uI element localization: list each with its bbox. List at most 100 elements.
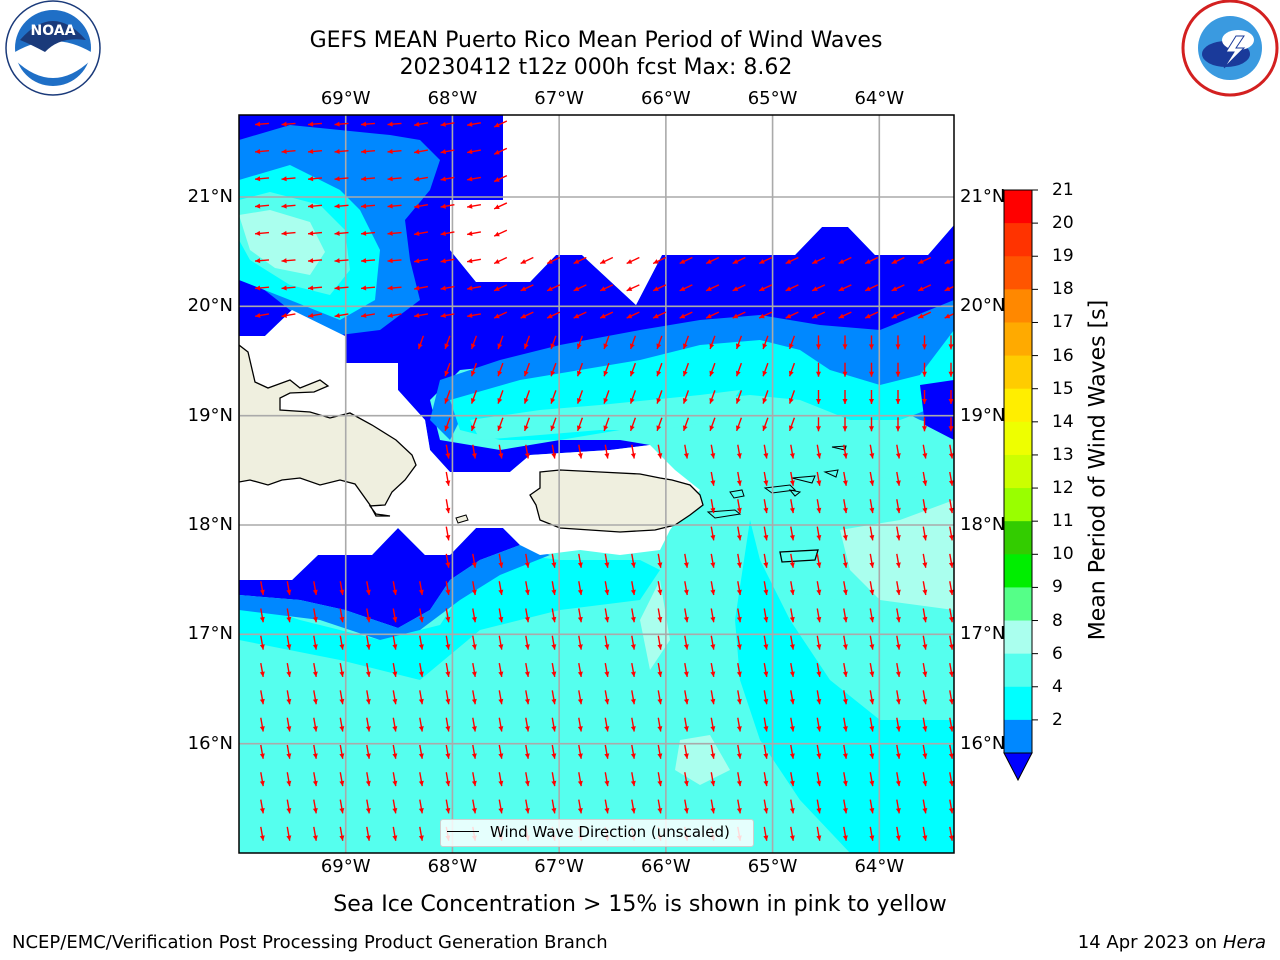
wave-arrow bbox=[576, 335, 584, 350]
wave-arrow bbox=[334, 176, 349, 182]
wave-arrow bbox=[948, 635, 954, 650]
wave-arrow bbox=[788, 417, 796, 432]
wave-arrow bbox=[307, 258, 323, 264]
wave-arrow bbox=[948, 390, 954, 404]
wave-arrow bbox=[312, 690, 318, 705]
wave-arrow bbox=[281, 230, 296, 236]
wave-arrow bbox=[869, 662, 875, 678]
wave-arrow bbox=[387, 176, 402, 182]
lat-label: 19°N bbox=[960, 404, 1006, 426]
wave-arrow bbox=[307, 148, 323, 154]
wave-arrow bbox=[891, 256, 905, 265]
colorbar-tick-label: 10 bbox=[1052, 544, 1074, 565]
wave-arrow bbox=[577, 717, 583, 732]
wave-arrow bbox=[735, 335, 743, 350]
wave-arrow bbox=[842, 662, 848, 678]
wave-arrow bbox=[869, 799, 875, 814]
wave-arrow bbox=[816, 662, 822, 678]
wave-arrow bbox=[365, 772, 371, 787]
wave-arrow bbox=[286, 744, 292, 759]
wave-arrow bbox=[683, 444, 689, 459]
wave-arrow bbox=[789, 690, 795, 705]
wave-arrow bbox=[604, 635, 610, 650]
wave-arrow bbox=[895, 471, 901, 486]
wave-arrow bbox=[679, 311, 693, 319]
wave-arrow bbox=[895, 799, 901, 814]
wave-arrow bbox=[497, 362, 504, 377]
wave-arrow bbox=[576, 362, 584, 377]
wave-arrow bbox=[603, 390, 610, 404]
wave-arrow bbox=[630, 799, 636, 814]
wave-arrow bbox=[788, 390, 796, 404]
wave-arrow bbox=[736, 444, 742, 459]
colorbar-tick-label: 15 bbox=[1052, 378, 1074, 399]
wave-arrow bbox=[493, 175, 508, 183]
wave-arrow bbox=[524, 744, 530, 759]
wave-arrow bbox=[523, 362, 531, 377]
wave-arrow bbox=[922, 826, 928, 841]
wave-arrow bbox=[471, 744, 477, 759]
wave-arrow bbox=[444, 390, 451, 404]
nws-logo bbox=[1181, 0, 1279, 97]
wave-arrow bbox=[869, 717, 875, 732]
wave-arrow bbox=[735, 390, 743, 404]
wave-arrow bbox=[630, 690, 636, 705]
wave-arrow bbox=[732, 256, 746, 265]
wave-arrow bbox=[763, 772, 769, 787]
wave-arrow bbox=[604, 772, 610, 787]
wave-arrow bbox=[471, 553, 477, 568]
wave-arrow bbox=[816, 471, 822, 486]
lat-label: 20°N bbox=[960, 295, 1006, 317]
colorbar-segment bbox=[1004, 686, 1032, 721]
wave-arrow bbox=[652, 311, 667, 319]
colorbar-segment bbox=[1004, 355, 1032, 390]
wave-arrow bbox=[763, 608, 769, 623]
wave-arrow bbox=[471, 581, 477, 596]
wave-arrow bbox=[498, 608, 504, 623]
wave-arrow bbox=[917, 311, 932, 319]
wave-arrow bbox=[657, 799, 663, 814]
wave-arrow bbox=[550, 390, 557, 404]
wave-arrow bbox=[842, 744, 848, 759]
wave-arrow bbox=[656, 362, 663, 377]
wave-arrow bbox=[789, 662, 795, 678]
lat-label: 21°N bbox=[187, 186, 233, 207]
wave-arrow bbox=[365, 744, 371, 759]
footer-host: Hera bbox=[1222, 932, 1266, 953]
wave-arrow bbox=[551, 581, 557, 596]
colorbar-segment bbox=[1004, 554, 1032, 588]
wave-arrow bbox=[710, 717, 716, 732]
wave-arrow bbox=[498, 690, 504, 705]
map-legend: Wind Wave Direction (unscaled) bbox=[440, 819, 754, 847]
wave-arrow bbox=[440, 231, 455, 237]
wave-arrow bbox=[657, 635, 663, 650]
wave-arrow bbox=[736, 799, 742, 814]
wave-arrow bbox=[440, 312, 455, 318]
wave-arrow bbox=[895, 635, 901, 650]
lon-label: 67°W bbox=[534, 856, 584, 877]
colorbar-segment bbox=[1004, 256, 1032, 290]
wave-arrow bbox=[604, 608, 610, 623]
wave-arrow bbox=[524, 799, 530, 814]
wave-arrow bbox=[604, 690, 610, 705]
wave-arrow bbox=[445, 608, 451, 623]
wave-arrow bbox=[816, 417, 821, 432]
wave-arrow bbox=[895, 553, 901, 568]
wave-arrow bbox=[869, 417, 874, 432]
wave-arrow bbox=[440, 121, 455, 127]
wave-arrow bbox=[816, 799, 822, 814]
lon-label: 66°W bbox=[641, 88, 691, 109]
wave-arrow bbox=[573, 284, 587, 292]
wave-arrow bbox=[816, 444, 822, 459]
wave-arrow bbox=[948, 826, 954, 841]
wave-arrow bbox=[551, 444, 557, 459]
wave-arrow bbox=[789, 471, 795, 486]
lon-label: 67°W bbox=[534, 88, 584, 109]
wave-arrow bbox=[710, 662, 716, 678]
wave-arrow bbox=[312, 635, 318, 650]
colorbar-tick-label: 11 bbox=[1052, 511, 1074, 532]
wave-arrow bbox=[576, 390, 584, 404]
wave-arrow bbox=[758, 284, 773, 292]
wave-arrow bbox=[657, 662, 663, 678]
wave-arrow bbox=[307, 176, 323, 182]
